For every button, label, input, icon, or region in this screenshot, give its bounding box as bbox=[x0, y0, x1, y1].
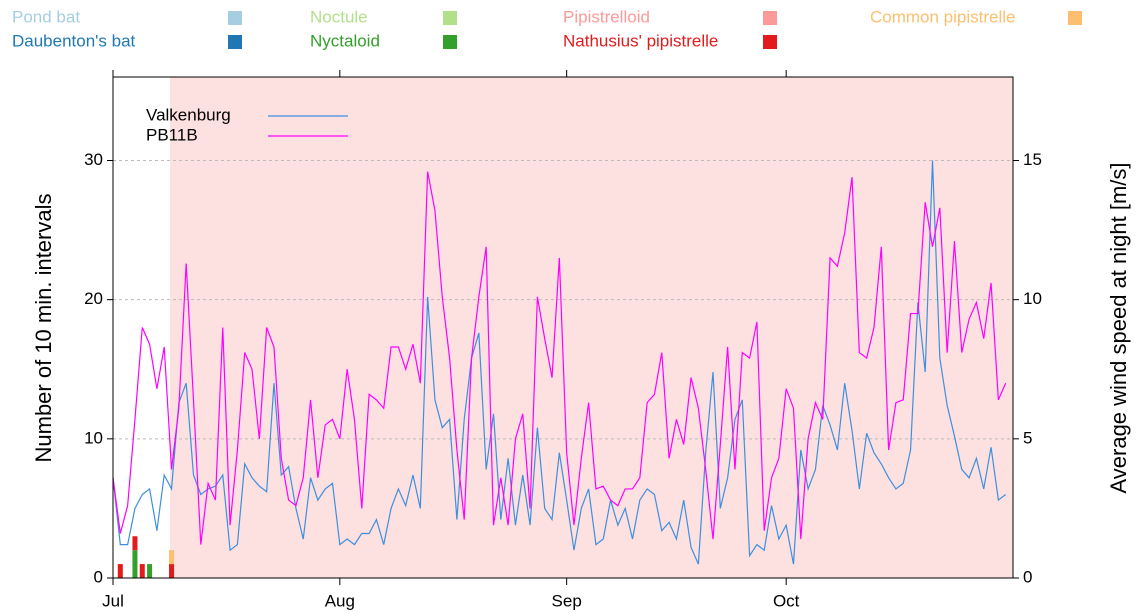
legend-label: Pipistrelloid bbox=[563, 7, 650, 26]
y-tick-label: 0 bbox=[94, 567, 103, 586]
y2-tick-label: 5 bbox=[1023, 428, 1032, 447]
x-tick-label: Jul bbox=[102, 591, 124, 610]
y2-tick-label: 0 bbox=[1023, 567, 1032, 586]
y2-tick-label: 15 bbox=[1023, 150, 1042, 169]
y-tick-label: 10 bbox=[84, 428, 103, 447]
bar bbox=[139, 564, 145, 578]
legend-swatch bbox=[443, 11, 457, 25]
x-tick-label: Oct bbox=[773, 591, 800, 610]
legend-label: Pond bat bbox=[12, 7, 80, 26]
x-tick-label: Sep bbox=[552, 591, 582, 610]
bar bbox=[132, 550, 138, 578]
legend-swatch bbox=[443, 35, 457, 49]
legend-label: Common pipistrelle bbox=[870, 7, 1016, 26]
legend-label: Nyctaloid bbox=[310, 31, 380, 50]
legend-label: Daubenton's bat bbox=[12, 31, 136, 50]
legend-label: Nathusius' pipistrelle bbox=[563, 31, 718, 50]
legend-swatch bbox=[1068, 11, 1082, 25]
y-axis-label: Number of 10 min. intervals bbox=[31, 194, 56, 463]
bar bbox=[169, 550, 175, 565]
bar bbox=[117, 564, 123, 578]
legend-swatch bbox=[763, 35, 777, 49]
bar bbox=[169, 564, 175, 578]
shaded-span bbox=[170, 77, 1013, 578]
x-tick-label: Aug bbox=[325, 591, 355, 610]
legend-swatch bbox=[228, 11, 242, 25]
plot-frame bbox=[112, 76, 1014, 579]
legend-swatch bbox=[228, 35, 242, 49]
y-tick-label: 20 bbox=[84, 289, 103, 308]
y2-axis-label: Average wind speed at night [m/s] bbox=[1106, 162, 1131, 493]
line-series bbox=[112, 160, 1007, 565]
y-tick-label: 30 bbox=[84, 150, 103, 169]
legend-label: PB11B bbox=[146, 125, 198, 144]
bar bbox=[132, 536, 138, 551]
bar bbox=[147, 564, 153, 578]
legend-swatch bbox=[763, 11, 777, 25]
y2-tick-label: 10 bbox=[1023, 289, 1042, 308]
line-series bbox=[112, 171, 1007, 545]
legend-label: Noctule bbox=[310, 7, 368, 26]
legend-label: Valkenburg bbox=[146, 105, 231, 124]
